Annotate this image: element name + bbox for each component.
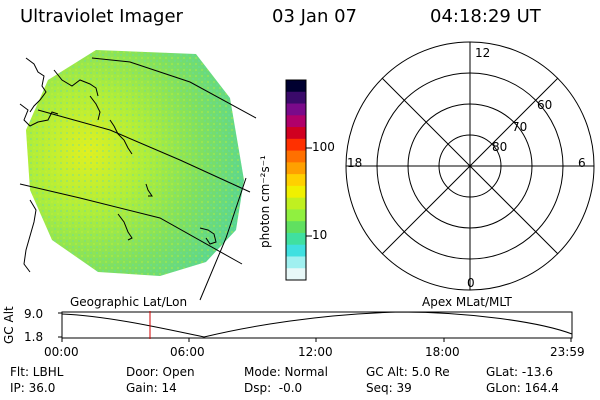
polar-label-lat70: 70 (512, 120, 528, 134)
footer-mode: Mode: Normal (244, 365, 328, 379)
polar-grid (345, 41, 595, 291)
colorbar-segment (286, 209, 306, 222)
footer-dsp: Dsp: -0.0 (244, 381, 303, 395)
coastline-outlines (19, 57, 217, 273)
footer-glat: GLat: -13.6 (486, 365, 553, 379)
app-title: Ultraviolet Imager (20, 6, 183, 27)
colorbar-frame (285, 79, 307, 281)
colorbar-segment (286, 162, 306, 175)
footer-gain: Gain: 14 (126, 381, 177, 395)
colorbar-segment (286, 80, 306, 93)
colorbar-segment (286, 221, 306, 234)
polar-label-lat60: 60 (537, 98, 553, 112)
colorbar-segment (286, 185, 306, 199)
uv-image-disk (26, 50, 244, 276)
timeline-axis-label: GC Alt (2, 306, 16, 344)
altitude-curve (61, 311, 573, 338)
polar-label-lat80: 80 (492, 140, 508, 154)
polar-label-0: 0 (467, 276, 475, 290)
date-label: 03 Jan 07 (272, 6, 357, 27)
colorbar-segment (286, 115, 306, 128)
geo-grid-lines (19, 57, 257, 301)
colorbar-segment (286, 138, 306, 152)
geographic-panel-label: Geographic Lat/Lon (70, 295, 188, 309)
timeline-xtick-1800: 18:00 (425, 345, 460, 359)
footer-ip: IP: 36.0 (10, 381, 56, 395)
altitude-timeline (58, 311, 573, 342)
colorbar-segment (286, 256, 306, 269)
colorbar-segment (286, 150, 306, 163)
footer-gc-alt: GC Alt: 5.0 Re (366, 365, 450, 379)
timeline-xtick-2359: 23:59 (550, 345, 585, 359)
colorbar-label-10: 10 (312, 228, 328, 242)
colorbar-label-100: 100 (312, 140, 335, 154)
polar-label-12: 12 (475, 46, 491, 60)
colorbar-segment (286, 197, 306, 210)
colorbar-segment (286, 268, 306, 281)
timeline-xtick-0600: 06:00 (170, 345, 205, 359)
timeline-frame (61, 311, 573, 339)
colorbar-segment (286, 232, 306, 246)
timeline-xtick-0000: 00:00 (44, 345, 79, 359)
colorbar-segment (286, 127, 306, 140)
polar-diagonal-2 (381, 77, 559, 255)
footer-door: Door: Open (126, 365, 195, 379)
colorbar-segment (286, 174, 306, 187)
colorbar-segment (286, 244, 306, 257)
footer-filter: Flt: LBHL (10, 365, 64, 379)
colorbar (286, 80, 306, 281)
colorbar-unit-label: photon cm⁻²s⁻¹ (258, 155, 272, 248)
timeline-ytick-low: 1.8 (24, 330, 44, 344)
polar-label-18: 18 (347, 156, 363, 170)
footer-seq: Seq: 39 (366, 381, 412, 395)
polar-label-6: 6 (578, 156, 586, 170)
timeline-ytick-high: 9.0 (24, 307, 44, 321)
time-label: 04:18:29 UT (430, 6, 541, 27)
footer-glon: GLon: 164.4 (486, 381, 559, 395)
colorbar-segment (286, 103, 306, 116)
timeline-xtick-1200: 12:00 (298, 345, 333, 359)
apex-panel-label: Apex MLat/MLT (422, 295, 512, 309)
colorbar-segment (286, 91, 306, 105)
